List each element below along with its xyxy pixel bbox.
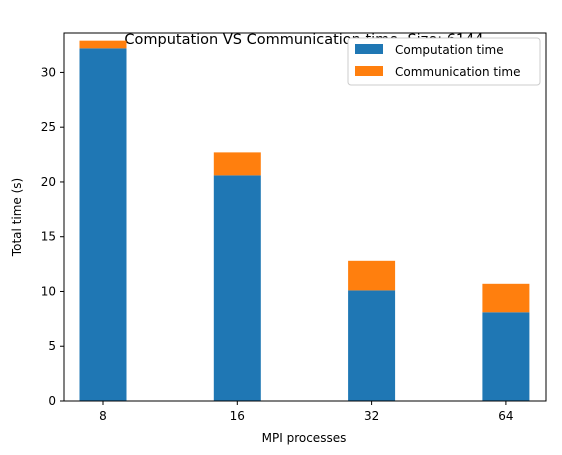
y-tick-label-30: 30: [41, 65, 56, 79]
y-tick-label-15: 15: [41, 230, 56, 244]
legend-swatch-communication: [355, 66, 383, 76]
y-axis-label: Total time (s): [10, 178, 24, 257]
legend: Computation time Communication time: [348, 38, 540, 85]
bar-communication-16: [214, 152, 261, 175]
y-tick-label-0: 0: [48, 394, 56, 408]
x-tick-label-8: 8: [99, 409, 107, 423]
x-tick-label-16: 16: [230, 409, 245, 423]
bar-communication-32: [348, 261, 395, 291]
y-tick-label-5: 5: [48, 339, 56, 353]
legend-label-communication: Communication time: [395, 65, 521, 79]
bar-computation-64: [482, 312, 529, 401]
y-tick-label-20: 20: [41, 175, 56, 189]
bar-computation-32: [348, 290, 395, 401]
legend-label-computation: Computation time: [395, 43, 504, 57]
bar-communication-8: [80, 41, 127, 49]
y-tick-label-25: 25: [41, 120, 56, 134]
bar-computation-8: [80, 48, 127, 401]
legend-swatch-computation: [355, 44, 383, 54]
x-tick-label-64: 64: [498, 409, 513, 423]
bar-communication-64: [482, 284, 529, 312]
x-axis-label: MPI processes: [262, 431, 347, 445]
bar-computation-16: [214, 175, 261, 401]
x-tick-label-32: 32: [364, 409, 379, 423]
y-tick-label-10: 10: [41, 284, 56, 298]
plot-frame: [64, 33, 546, 401]
